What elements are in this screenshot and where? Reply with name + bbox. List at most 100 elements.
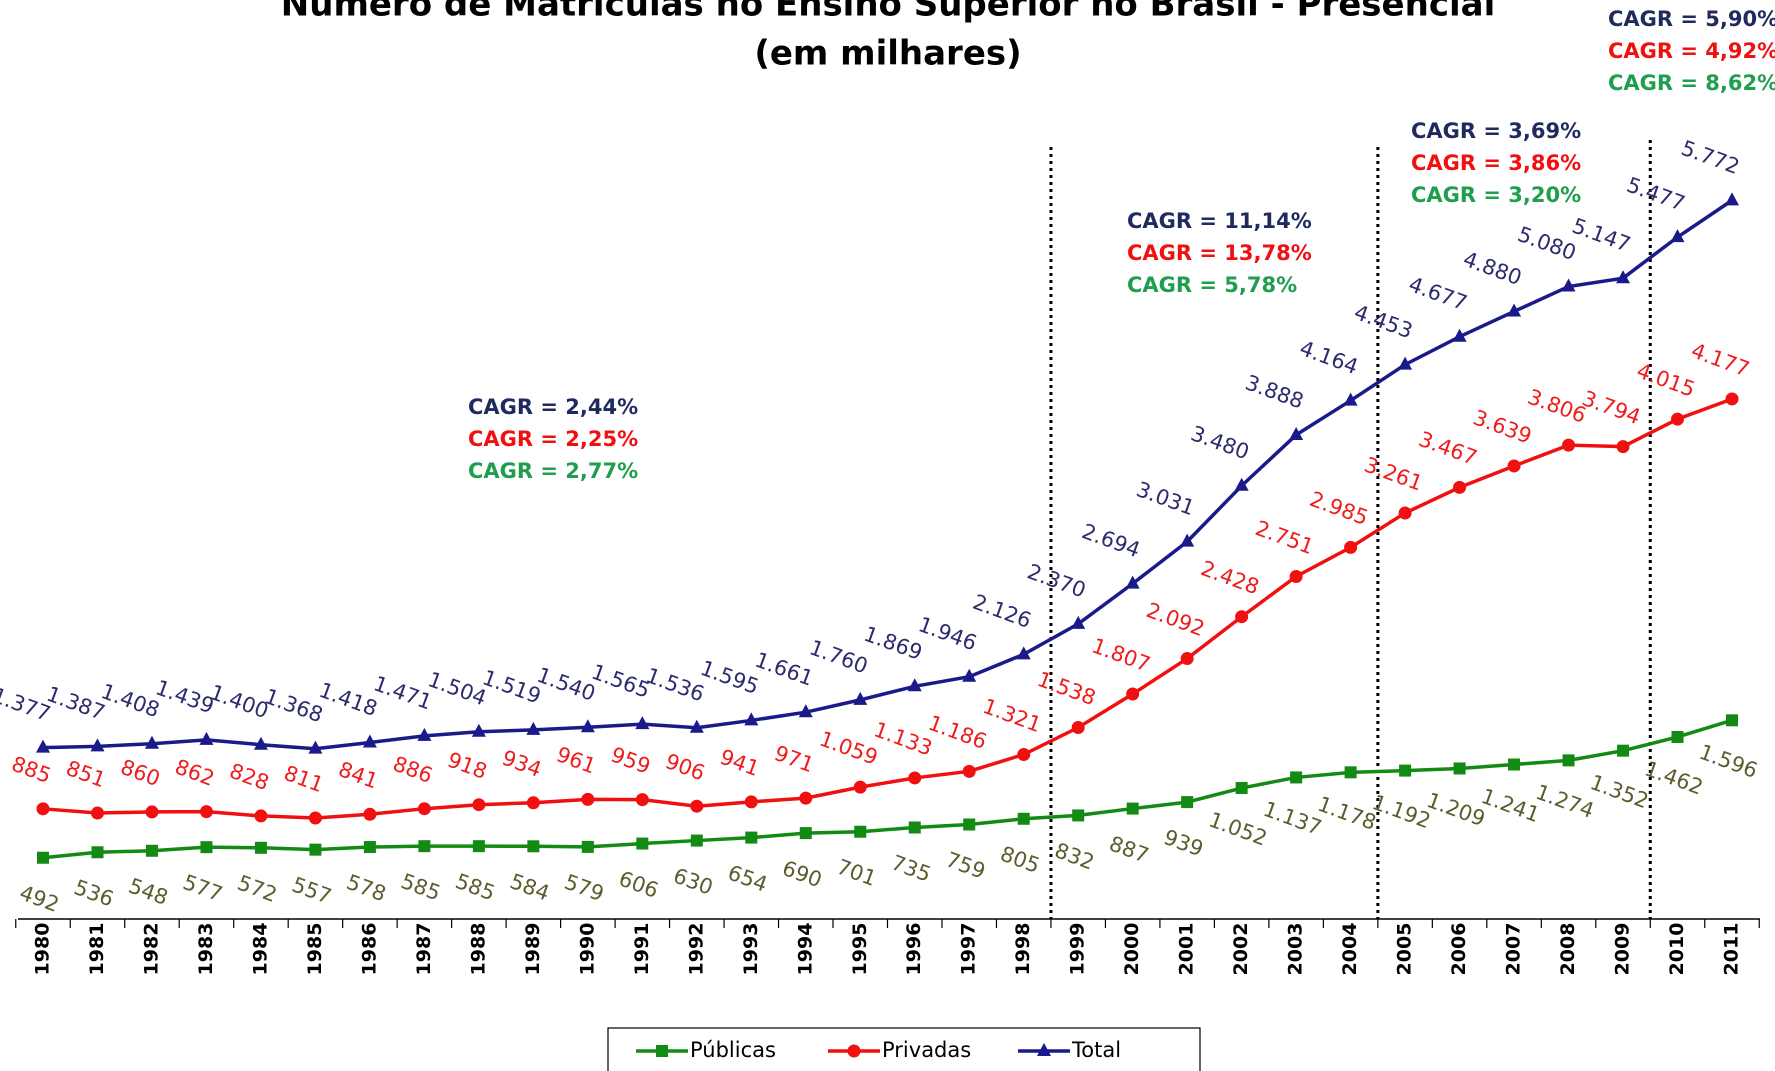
marker	[580, 719, 595, 733]
marker	[417, 727, 432, 741]
marker	[1670, 229, 1685, 243]
data-label: 939	[1161, 825, 1207, 861]
marker	[1507, 459, 1521, 473]
data-label: 4.177	[1688, 338, 1753, 381]
marker	[526, 721, 541, 735]
data-label: 1.274	[1533, 780, 1598, 823]
data-label: 811	[281, 761, 327, 797]
marker	[254, 809, 268, 823]
data-label: 3.261	[1361, 453, 1426, 496]
marker	[527, 840, 540, 853]
marker	[472, 798, 486, 812]
marker	[1671, 730, 1684, 743]
data-label: 887	[1106, 831, 1152, 867]
data-label: 885	[8, 752, 54, 788]
data-label: 1.439	[152, 675, 217, 718]
cagr-annotation: CAGR = 4,92%	[1608, 39, 1775, 63]
data-label: 2.985	[1307, 487, 1372, 530]
cagr-annotation: CAGR = 2,25%	[468, 427, 638, 451]
marker	[690, 834, 703, 847]
data-label: 548	[125, 874, 171, 910]
marker	[526, 796, 540, 810]
legend-label: Privadas	[882, 1038, 971, 1062]
marker	[308, 811, 322, 825]
data-label: 492	[16, 881, 62, 917]
marker	[1180, 533, 1195, 547]
data-label: 584	[507, 869, 553, 905]
data-label: 1.133	[871, 717, 936, 760]
marker	[1344, 540, 1358, 554]
cagr-annotation: CAGR = 3,69%	[1411, 119, 1581, 143]
marker	[1290, 771, 1303, 784]
marker	[471, 723, 486, 737]
marker	[853, 780, 867, 794]
data-label: 536	[71, 875, 117, 911]
data-label: 2.428	[1198, 556, 1263, 599]
data-label: 1.400	[207, 680, 272, 723]
marker	[745, 831, 758, 844]
data-label: 630	[670, 863, 716, 899]
marker	[1180, 652, 1194, 666]
x-tick-label: 1999	[1067, 923, 1089, 976]
data-label: 1.807	[1089, 634, 1154, 677]
cagr-annotation: CAGR = 5,78%	[1127, 273, 1297, 297]
marker	[308, 740, 323, 754]
data-label: 3.467	[1416, 427, 1481, 470]
data-label: 1.418	[316, 678, 381, 721]
data-label: 918	[444, 748, 490, 784]
marker	[1037, 1043, 1051, 1056]
chart-subtitle: (em milhares)	[754, 34, 1021, 74]
marker	[1289, 570, 1303, 584]
marker	[1071, 721, 1085, 735]
series-line	[42, 198, 1733, 751]
legend-box	[607, 1027, 1201, 1071]
data-label: 959	[608, 743, 654, 779]
marker	[36, 802, 50, 816]
marker	[744, 712, 759, 726]
data-label: 1.186	[925, 711, 990, 754]
marker	[1562, 754, 1575, 767]
marker	[254, 841, 267, 854]
data-label: 3.639	[1470, 405, 1535, 448]
x-tick-label: 2000	[1121, 923, 1143, 976]
marker	[1725, 192, 1739, 206]
data-label: 1.052	[1206, 808, 1271, 851]
data-label: 934	[499, 746, 545, 782]
cagr-annotation: CAGR = 3,20%	[1411, 183, 1581, 207]
x-tick-label: 1995	[849, 923, 871, 976]
marker	[144, 735, 159, 749]
x-tick-label: 1989	[522, 923, 544, 976]
data-label: 606	[616, 866, 662, 902]
marker	[635, 716, 650, 730]
x-tick-label: 2002	[1230, 923, 1252, 976]
x-tick-label: 1986	[358, 923, 380, 976]
marker	[199, 805, 213, 819]
data-label: 1.471	[370, 671, 435, 714]
cagr-annotation: CAGR = 2,44%	[468, 395, 638, 419]
data-label: 1.368	[261, 684, 326, 727]
marker	[581, 792, 595, 806]
x-tick-label: 2003	[1285, 923, 1307, 976]
marker	[1452, 328, 1467, 342]
marker	[1616, 270, 1631, 284]
x-tick-label: 2001	[1176, 923, 1198, 976]
data-label: 1.387	[43, 682, 108, 725]
data-label: 1.178	[1315, 792, 1380, 835]
marker	[1234, 477, 1249, 491]
marker	[1398, 356, 1413, 370]
marker	[1235, 610, 1249, 624]
marker	[847, 1044, 861, 1058]
data-label: 3.480	[1188, 421, 1253, 464]
marker	[1235, 782, 1248, 795]
data-label: 886	[390, 752, 436, 788]
legend-label: Públicas	[690, 1038, 776, 1062]
marker	[690, 799, 704, 813]
marker	[90, 738, 105, 752]
data-label: 3.031	[1133, 477, 1198, 520]
data-label: 585	[452, 869, 498, 905]
marker	[581, 840, 594, 853]
x-tick-label: 1997	[958, 923, 980, 976]
x-tick-label: 1996	[903, 923, 925, 976]
